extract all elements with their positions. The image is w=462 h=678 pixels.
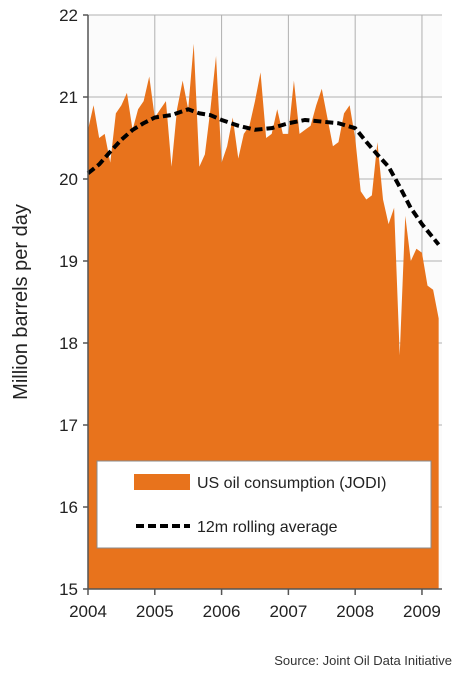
y-tick-label: 17 <box>59 416 78 435</box>
legend: US oil consumption (JODI) 12m rolling av… <box>96 460 432 549</box>
y-tick-labels: 15 16 17 18 19 20 21 22 <box>59 6 78 599</box>
y-tick-label: 20 <box>59 170 78 189</box>
rolling-average-layer <box>86 107 441 246</box>
y-tick-label: 18 <box>59 334 78 353</box>
y-tick-label: 19 <box>59 252 78 271</box>
y-tick-label: 22 <box>59 6 78 25</box>
x-tick-labels: 2004 2005 2006 2007 2008 2009 <box>69 602 441 621</box>
source-note: Source: Joint Oil Data Initiative <box>274 653 452 668</box>
y-axis-title: Million barrels per day <box>10 204 32 400</box>
y-tick-label: 15 <box>59 580 78 599</box>
y-tick-label: 16 <box>59 498 78 517</box>
series-line-12m-rolling-average <box>86 107 441 246</box>
legend-label-consumption: US oil consumption (JODI) <box>197 475 386 492</box>
legend-swatch-consumption <box>134 474 190 490</box>
x-tick-label: 2009 <box>403 602 441 621</box>
x-tick-label: 2008 <box>336 602 374 621</box>
series-area-us-oil-consumption <box>88 43 439 589</box>
x-tick-label: 2006 <box>203 602 241 621</box>
x-tick-label: 2005 <box>136 602 174 621</box>
axes <box>83 14 442 595</box>
legend-box <box>96 460 432 549</box>
x-tick-label: 2007 <box>269 602 307 621</box>
legend-label-rolling: 12m rolling average <box>197 519 338 536</box>
x-tick-label: 2004 <box>69 602 107 621</box>
y-tick-label: 21 <box>59 88 78 107</box>
consumption-area-layer <box>88 43 439 589</box>
